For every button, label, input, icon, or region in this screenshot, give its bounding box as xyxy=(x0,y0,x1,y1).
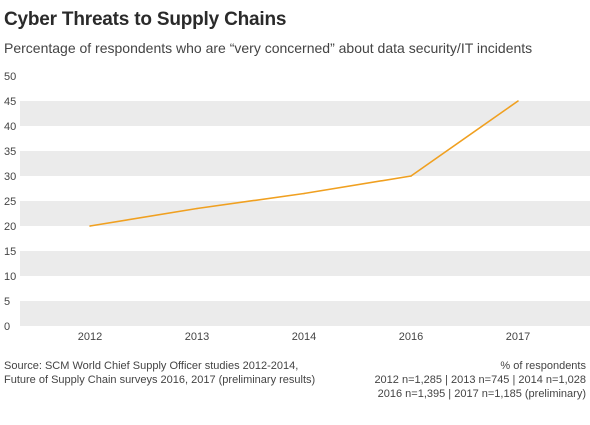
y-tick-label: 25 xyxy=(4,196,16,208)
grid-band xyxy=(20,251,590,276)
data-point xyxy=(517,100,519,102)
sample-size-note: % of respondents 2012 n=1,285 | 2013 n=7… xyxy=(374,359,586,401)
y-tick-label: 35 xyxy=(4,146,16,158)
y-tick-label: 5 xyxy=(4,296,10,308)
sample-size-heading: % of respondents xyxy=(500,360,586,372)
y-tick-label: 45 xyxy=(4,96,16,108)
sample-size-line: 2016 n=1,395 | 2017 n=1,185 (preliminary… xyxy=(377,388,586,400)
grid-band xyxy=(20,151,590,176)
y-tick-label: 50 xyxy=(4,71,16,83)
data-point xyxy=(303,192,305,195)
data-point xyxy=(196,207,198,210)
y-axis-ticks: 0 5 10 15 20 25 30 35 40 45 50 xyxy=(4,71,16,333)
y-tick-label: 30 xyxy=(4,171,16,183)
y-tick-label: 40 xyxy=(4,121,16,133)
x-tick-label: 2013 xyxy=(185,331,209,343)
source-line: Source: SCM World Chief Supply Officer s… xyxy=(4,360,299,372)
data-point xyxy=(410,175,412,177)
x-tick-label: 2014 xyxy=(292,331,316,343)
source-note: Source: SCM World Chief Supply Officer s… xyxy=(4,359,315,387)
chart-title: Cyber Threats to Supply Chains xyxy=(4,9,287,30)
y-tick-label: 0 xyxy=(4,321,10,333)
series-lines xyxy=(89,100,519,227)
y-tick-label: 15 xyxy=(4,246,16,258)
source-line: Future of Supply Chain surveys 2016, 201… xyxy=(4,374,316,386)
grid-band xyxy=(20,101,590,126)
data-point xyxy=(89,225,91,227)
x-axis-ticks: 2012 2013 2014 2016 2017 xyxy=(78,331,530,343)
grid-band xyxy=(20,301,590,326)
x-tick-label: 2016 xyxy=(399,331,423,343)
y-tick-label: 20 xyxy=(4,221,16,233)
x-tick-label: 2012 xyxy=(78,331,102,343)
x-tick-label: 2017 xyxy=(506,331,530,343)
y-tick-label: 10 xyxy=(4,271,16,283)
grid-band xyxy=(20,201,590,226)
grid-bands xyxy=(20,101,590,326)
chart-subtitle: Percentage of respondents who are “very … xyxy=(4,40,533,56)
sample-size-line: 2012 n=1,285 | 2013 n=745 | 2014 n=1,028 xyxy=(374,374,586,386)
